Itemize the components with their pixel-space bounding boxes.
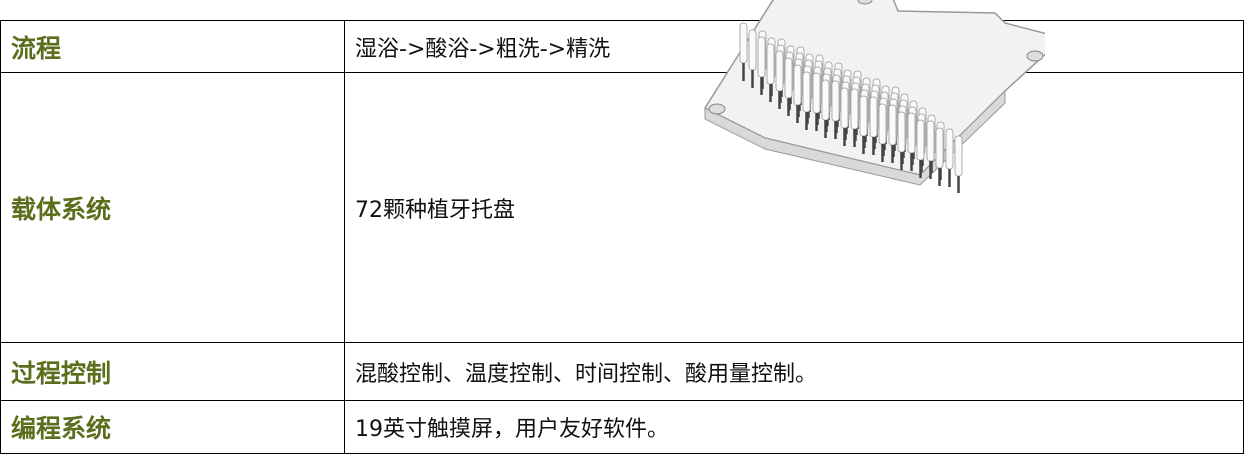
tray-pin xyxy=(916,119,925,161)
tray-pin xyxy=(850,88,859,130)
tray-pin xyxy=(831,80,840,122)
row: 过程控制 混酸控制、温度控制、时间控制、酸用量控制。 xyxy=(0,342,1244,401)
tray-pin xyxy=(802,71,811,113)
tray-pin xyxy=(869,96,878,138)
row: 流程 湿浴->酸浴->粗洗->精洗 xyxy=(0,20,1244,73)
row-value: 72颗种植牙托盘 xyxy=(355,197,515,223)
tray-pin xyxy=(878,103,887,145)
tray-pin xyxy=(739,22,748,64)
tray-pin xyxy=(888,104,897,146)
tray-pin xyxy=(775,50,784,92)
row-value: 混酸控制、温度控制、时间控制、酸用量控制。 xyxy=(344,342,1244,401)
tray-pin xyxy=(926,120,935,162)
row-key: 过程控制 xyxy=(0,342,345,401)
row-key: 流程 xyxy=(0,20,345,73)
tray-pin xyxy=(907,112,916,154)
tray-pin xyxy=(757,36,766,78)
tray-pin xyxy=(784,57,793,99)
tray-pin xyxy=(859,95,868,137)
tray-pin xyxy=(945,128,954,170)
tray-pin xyxy=(793,64,802,106)
row-value-cell: 72颗种植牙托盘 xyxy=(344,0,1244,343)
row: 载体系统 72颗种植牙托盘 xyxy=(0,0,1244,343)
tray-pin xyxy=(748,29,757,71)
tray-pin xyxy=(821,79,830,121)
tray-pin xyxy=(840,87,849,129)
row-key: 编程系统 xyxy=(0,400,345,454)
tray-pin xyxy=(897,111,906,153)
tray-pin xyxy=(954,135,963,177)
tray-image xyxy=(703,0,1045,193)
row-key: 载体系统 xyxy=(0,72,345,343)
row-value: 19英寸触摸屏，用户友好软件。 xyxy=(344,400,1244,454)
row: 编程系统 19英寸触摸屏，用户友好软件。 xyxy=(0,400,1244,454)
tray-pin xyxy=(766,43,775,85)
tray-pin xyxy=(935,127,944,169)
tray-pin xyxy=(812,72,821,114)
